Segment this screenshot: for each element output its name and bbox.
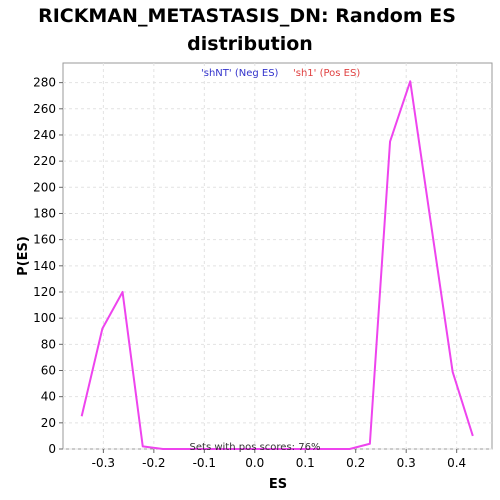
- y-tick-label: 80: [41, 337, 56, 351]
- y-tick-label: 280: [33, 76, 56, 90]
- y-tick-label: 60: [41, 363, 56, 377]
- x-tick-label: -0.3: [92, 456, 115, 470]
- x-tick-label: 0.0: [245, 456, 264, 470]
- y-tick-label: 0: [48, 442, 56, 456]
- legend-neg-es: 'shNT' (Neg ES): [201, 68, 279, 79]
- y-tick-label: 220: [33, 154, 56, 168]
- legend-pos-es: 'sh1' (Pos ES): [293, 68, 360, 79]
- y-axis-label: P(ES): [16, 236, 31, 276]
- y-tick-label: 40: [41, 390, 56, 404]
- chart-title-line2: distribution: [187, 33, 313, 55]
- y-tick-label: 120: [33, 285, 56, 299]
- x-axis-label: ES: [269, 477, 287, 492]
- plot-area: [62, 62, 493, 450]
- chart-title-line1: RICKMAN_METASTASIS_DN: Random ES: [38, 5, 456, 27]
- y-tick-label: 260: [33, 102, 56, 116]
- x-tick-label: -0.2: [142, 456, 165, 470]
- y-tick-label: 160: [33, 233, 56, 247]
- pos-scores-annotation: Sets with pos scores: 76%: [190, 442, 321, 453]
- series-layer: [80, 80, 474, 450]
- x-tick-label: 0.2: [346, 456, 365, 470]
- y-tick-label: 140: [33, 259, 56, 273]
- x-tick-label: 0.1: [296, 456, 315, 470]
- y-tick-label: 240: [33, 128, 56, 142]
- y-tick-label: 100: [33, 311, 56, 325]
- x-tick-label: -0.1: [193, 456, 216, 470]
- y-tick-label: 200: [33, 180, 56, 194]
- y-tick-label: 180: [33, 206, 56, 220]
- y-tick-label: 20: [41, 416, 56, 430]
- grid: [63, 63, 492, 450]
- x-tick-label: 0.3: [397, 456, 416, 470]
- axis-ticks: -0.3 -0.2 -0.1 0.0 0.1 0.2 0.3 0.4 0 20 40 60 80 100 1…: [33, 76, 466, 470]
- es-distribution-line: [80, 80, 474, 450]
- x-tick-label: 0.4: [447, 456, 466, 470]
